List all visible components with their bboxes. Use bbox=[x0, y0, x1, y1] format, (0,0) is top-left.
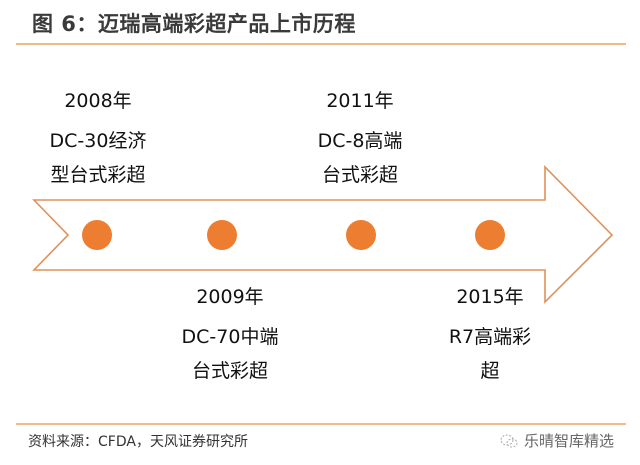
milestone-desc-line2: 型台式彩超 bbox=[50, 164, 146, 186]
milestone-year: 2009年 bbox=[196, 286, 264, 308]
milestone-dot-2008 bbox=[82, 220, 112, 250]
milestone-year: 2008年 bbox=[64, 90, 132, 112]
milestone-dot-2009 bbox=[207, 220, 237, 250]
milestone-2009: 2009年 DC-70中端 台式彩超 bbox=[182, 280, 279, 388]
source-note: 资料来源：CFDA，天风证券研究所 bbox=[28, 434, 248, 450]
milestone-2008: 2008年 DC-30经济 型台式彩超 bbox=[50, 84, 147, 192]
watermark-text: 乐晴智库精选 bbox=[524, 432, 615, 450]
milestone-desc-line1: DC-70中端 bbox=[181, 326, 279, 348]
milestone-dot-2015 bbox=[475, 220, 505, 250]
milestone-dot-2011 bbox=[346, 220, 376, 250]
title-divider bbox=[16, 43, 626, 45]
milestone-year: 2015年 bbox=[456, 286, 524, 308]
milestone-desc-line2: 超 bbox=[480, 360, 500, 382]
milestone-2011: 2011年 DC-8高端 台式彩超 bbox=[318, 84, 403, 192]
milestone-desc-line1: R7高端彩 bbox=[448, 326, 532, 348]
arrow-shape bbox=[32, 165, 614, 304]
source-divider bbox=[16, 423, 626, 425]
milestone-desc-line2: 台式彩超 bbox=[321, 164, 398, 186]
milestone-desc-line1: DC-8高端 bbox=[317, 130, 403, 152]
figure-title: 图 6：迈瑞高端彩超产品上市历程 bbox=[32, 12, 356, 36]
milestone-2015: 2015年 R7高端彩 超 bbox=[449, 280, 531, 388]
milestone-desc-line2: 台式彩超 bbox=[191, 360, 268, 382]
wechat-icon bbox=[500, 434, 518, 447]
milestone-desc-line1: DC-30经济 bbox=[49, 130, 147, 152]
watermark: 乐晴智库精选 bbox=[500, 430, 614, 451]
milestone-year: 2011年 bbox=[326, 90, 394, 112]
